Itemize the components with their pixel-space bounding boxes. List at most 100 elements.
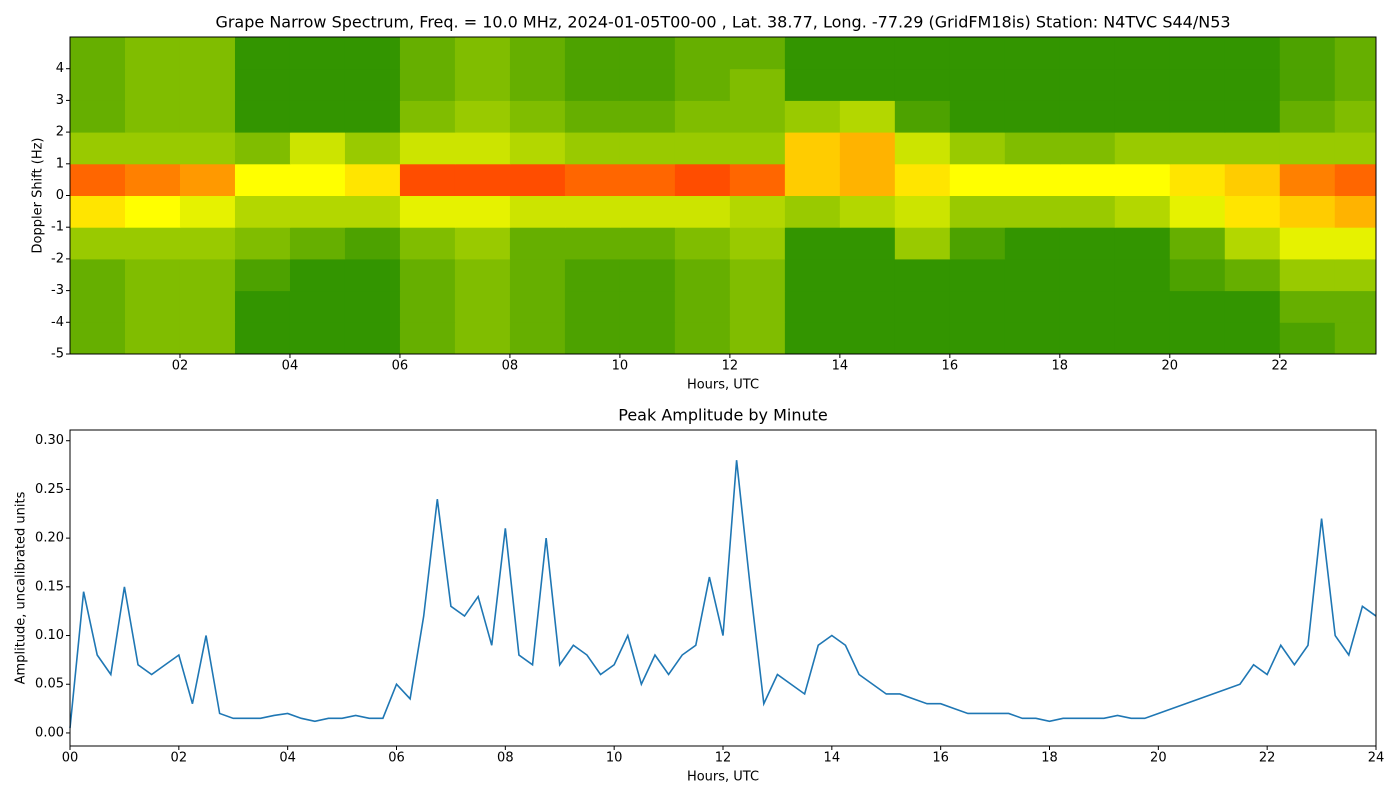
heat-cell — [674, 227, 731, 260]
heat-cell — [839, 258, 896, 292]
x-tick-label: 12 — [722, 359, 739, 374]
heat-cell — [509, 258, 566, 292]
heat-cell — [894, 322, 951, 355]
heat-cell — [124, 132, 181, 165]
heat-cell — [949, 68, 1006, 101]
heat-cell — [894, 68, 951, 101]
heat-cell — [1224, 132, 1281, 165]
heat-cell — [124, 195, 181, 228]
heat-cell — [124, 163, 181, 196]
heat-cell — [949, 322, 1006, 355]
heat-cell — [949, 195, 1006, 228]
heat-cell — [399, 68, 456, 101]
heat-cell — [729, 290, 786, 323]
x-tick-label: 16 — [942, 359, 959, 374]
heat-cell — [289, 68, 346, 101]
heat-cell — [894, 290, 951, 323]
heat-cell — [289, 322, 346, 355]
heat-cell — [1334, 227, 1377, 260]
heat-cell — [839, 37, 896, 70]
heat-cell — [179, 68, 236, 101]
heat-cell — [784, 37, 841, 70]
x-tick-label: 08 — [497, 751, 514, 766]
chart-title: Grape Narrow Spectrum, Freq. = 10.0 MHz,… — [215, 13, 1230, 32]
heat-cell — [564, 37, 621, 70]
heat-cell — [509, 163, 566, 196]
heat-cell — [564, 100, 621, 133]
heat-cell — [234, 195, 291, 228]
heat-cell — [454, 290, 511, 323]
heat-cell — [729, 163, 786, 196]
heat-cell — [784, 322, 841, 355]
heat-cell — [1224, 68, 1281, 101]
heat-cell — [619, 195, 676, 228]
heat-cell — [70, 37, 126, 70]
heat-cell — [454, 132, 511, 165]
x-tick-label: 08 — [502, 359, 519, 374]
heat-cell — [509, 100, 566, 133]
heat-cell — [454, 258, 511, 292]
heat-cell — [839, 163, 896, 196]
x-axis-label: Hours, UTC — [687, 378, 759, 393]
heat-cell — [894, 37, 951, 70]
x-tick-label: 14 — [832, 359, 849, 374]
heat-cell — [1279, 290, 1336, 323]
heat-cell — [949, 290, 1006, 323]
heat-cell — [70, 132, 126, 165]
heat-cell — [729, 132, 786, 165]
x-tick-label: 22 — [1259, 751, 1276, 766]
heat-cell — [674, 68, 731, 101]
y-tick-label: -1 — [51, 220, 64, 235]
heat-cell — [454, 227, 511, 260]
heat-cell — [1224, 290, 1281, 323]
x-tick-label: 16 — [932, 751, 949, 766]
heat-cell — [399, 227, 456, 260]
heat-cell — [1114, 322, 1171, 355]
heat-cell — [1004, 258, 1061, 292]
y-tick-label: 0.00 — [35, 725, 64, 740]
heat-cell — [1114, 290, 1171, 323]
y-tick-label: 3 — [56, 93, 64, 108]
heat-cell — [674, 322, 731, 355]
heat-cell — [179, 100, 236, 133]
y-tick-label: -5 — [51, 347, 64, 362]
heat-cell — [234, 163, 291, 196]
heat-cell — [1114, 100, 1171, 133]
heat-cell — [894, 258, 951, 292]
heat-cell — [1279, 37, 1336, 70]
heat-cell — [729, 195, 786, 228]
heat-cell — [1224, 322, 1281, 355]
heat-cell — [289, 163, 346, 196]
heat-cell — [70, 100, 126, 133]
heat-cell — [1059, 68, 1116, 101]
heat-cell — [1114, 227, 1171, 260]
heat-cell — [454, 163, 511, 196]
heat-cell — [1224, 37, 1281, 70]
heat-cell — [1114, 132, 1171, 165]
y-tick-label: 0.30 — [35, 433, 64, 448]
x-tick-label: 00 — [62, 751, 79, 766]
heat-cell — [619, 37, 676, 70]
heat-cell — [344, 195, 401, 228]
heat-cell — [564, 68, 621, 101]
heat-cell — [1059, 163, 1116, 196]
heat-cell — [1224, 195, 1281, 228]
heat-cell — [674, 258, 731, 292]
heat-cell — [784, 163, 841, 196]
heat-cell — [619, 290, 676, 323]
y-tick-label: 0 — [56, 188, 64, 203]
heat-cell — [839, 290, 896, 323]
y-tick-label: -4 — [51, 315, 64, 330]
heat-cell — [454, 37, 511, 70]
x-tick-label: 18 — [1052, 359, 1069, 374]
heat-cell — [1004, 100, 1061, 133]
heat-cell — [70, 290, 126, 323]
heat-cell — [564, 132, 621, 165]
heat-cell — [289, 258, 346, 292]
heat-cell — [344, 68, 401, 101]
heat-cell — [674, 290, 731, 323]
heat-cell — [1004, 195, 1061, 228]
heat-cell — [949, 100, 1006, 133]
heat-cell — [1169, 163, 1226, 196]
heat-cell — [674, 132, 731, 165]
